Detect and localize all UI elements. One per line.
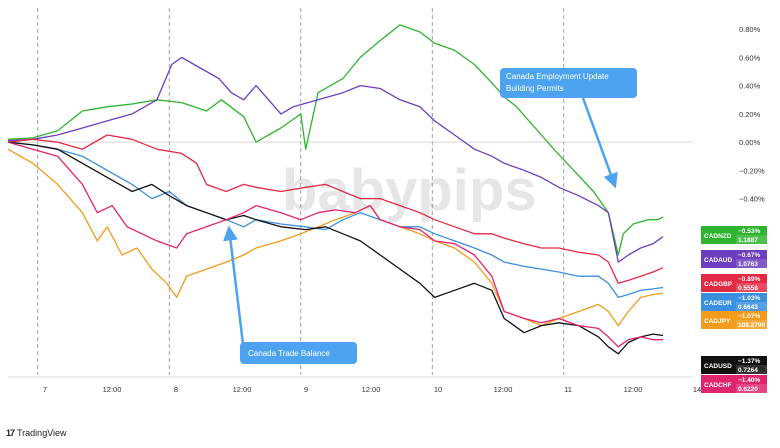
series-tag-cadgbp: CADGBP −0.89% 0.5558	[701, 274, 767, 292]
series-tags: CADNZD −0.53% 1.1887 CADAUD −0.67% 1.0763 CADG…	[701, 226, 767, 393]
y-tick-label-0: 0.80%	[739, 25, 761, 34]
series-name-cadjpy: CADJPY	[704, 318, 731, 325]
x-tick-label-1: 12:00	[103, 385, 122, 394]
series-name-cadgbp: CADGBP	[704, 281, 733, 288]
x-tick-label-0: 7	[43, 385, 47, 394]
series-change-cadjpy: −1.07%	[738, 313, 760, 320]
annotation-trade-line1: Canada Trade Balance	[248, 349, 330, 358]
series-tag-cadnzd: CADNZD −0.53% 1.1887	[701, 226, 767, 244]
x-tick-label-10: 14	[693, 385, 701, 394]
series-change-cadgbp: −0.89%	[738, 276, 760, 283]
y-tick-label-1: 0.60%	[739, 53, 761, 62]
series-tag-cadeur: CADEUR −1.03% 0.6643	[701, 293, 767, 311]
series-change-cadaud: −0.67%	[738, 252, 760, 259]
series-name-cadaud: CADAUD	[704, 257, 732, 264]
series-line-cadusd	[7, 141, 664, 355]
series-price-cadchf: 0.6220	[738, 386, 758, 393]
x-tick-label-8: 11	[564, 385, 572, 394]
series-price-cadusd: 0.7264	[738, 367, 758, 374]
x-tick-label-4: 9	[304, 385, 308, 394]
series-name-cadeur: CADEUR	[704, 300, 732, 307]
x-tick-label-5: 12:00	[362, 385, 381, 394]
series-lines	[7, 24, 664, 355]
series-name-cadusd: CADUSD	[704, 363, 732, 370]
series-price-cadgbp: 0.5558	[738, 285, 758, 292]
series-price-cadjpy: 108.2790	[738, 322, 765, 329]
series-price-cadaud: 1.0763	[738, 261, 758, 268]
x-tick-label-2: 8	[174, 385, 178, 394]
y-tick-label-2: 0.40%	[739, 82, 761, 91]
series-line-cadnzd	[7, 24, 664, 256]
series-tag-cadusd: CADUSD −1.37% 0.7264	[701, 356, 767, 374]
series-price-cadnzd: 1.1887	[738, 237, 758, 244]
x-tick-label-7: 12:00	[494, 385, 513, 394]
watermark: babypips	[282, 158, 537, 223]
series-change-cadeur: −1.03%	[738, 295, 760, 302]
series-line-cadaud	[7, 56, 664, 263]
annotation-canada-employment: Canada Employment Update Building Permit…	[500, 68, 637, 189]
x-axis: 7 12:00 8 12:00 9 12:00 10 12:00 11 12:00 14	[43, 385, 701, 394]
series-change-cadusd: −1.37%	[738, 358, 760, 365]
tradingview-logo: 17	[6, 428, 15, 438]
y-tick-label-3: 0.20%	[739, 110, 761, 119]
series-name-cadchf: CADCHF	[704, 382, 731, 389]
annotation-employment-line1: Canada Employment Update	[506, 72, 609, 81]
x-tick-label-3: 12:00	[233, 385, 252, 394]
series-tag-cadjpy: CADJPY −1.07% 108.2790	[701, 311, 767, 329]
x-tick-label-9: 12:00	[624, 385, 643, 394]
series-line-cadchf	[7, 141, 663, 348]
y-tick-label-5: −0.20%	[739, 166, 765, 175]
series-line-cadgbp	[7, 134, 664, 284]
tradingview-brand: TradingView	[17, 428, 67, 438]
y-tick-label-6: −0.40%	[739, 195, 765, 204]
series-tag-cadchf: CADCHF −1.40% 0.6220	[701, 375, 767, 393]
series-change-cadchf: −1.40%	[738, 377, 760, 384]
annotation-employment-line2: Building Permits	[506, 84, 564, 93]
series-tag-cadaud: CADAUD −0.67% 1.0763	[701, 250, 767, 268]
series-change-cadnzd: −0.53%	[738, 228, 760, 235]
series-name-cadnzd: CADNZD	[704, 233, 732, 240]
y-tick-label-4: 0.00%	[739, 138, 761, 147]
annotation-canada-trade: Canada Trade Balance	[223, 225, 357, 364]
series-price-cadeur: 0.6643	[738, 304, 758, 311]
x-tick-label-6: 10	[434, 385, 442, 394]
footer: 17 TradingView	[6, 428, 67, 438]
